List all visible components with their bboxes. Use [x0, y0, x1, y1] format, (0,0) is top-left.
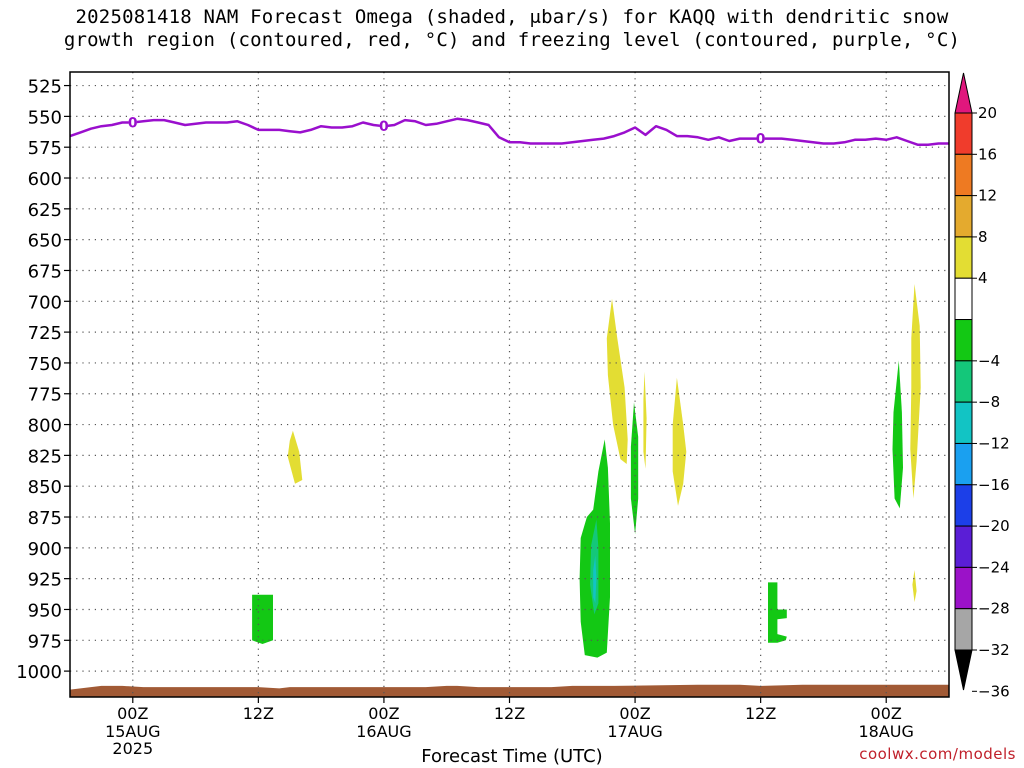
x-tick-sublabel: 18AUG — [859, 722, 914, 741]
colorbar-tick-label: −28 — [978, 600, 1010, 618]
freezing-level-label-bg — [756, 131, 765, 146]
y-tick-label: 600 — [28, 169, 62, 190]
x-tick-label: 12Z — [745, 704, 776, 723]
x-axis-label: Forecast Time (UTC) — [421, 746, 603, 767]
omega-area-6 — [252, 594, 273, 644]
colorbar-band — [954, 484, 973, 527]
x-tick-sublabel: 16AUG — [356, 722, 411, 741]
colorbar-tick-label: −4 — [978, 352, 1000, 370]
colorbar-tick-label: −20 — [978, 517, 1010, 535]
colorbar-tick-label: −8 — [978, 393, 1000, 411]
omega-area-1 — [606, 298, 628, 464]
x-tick-sublabel: 17AUG — [607, 722, 662, 741]
freezing-level-line — [69, 117, 949, 146]
terrain-layer — [70, 684, 949, 697]
terrain-ground — [70, 684, 949, 697]
y-tick-label: 700 — [28, 292, 62, 313]
colorbar-band — [954, 236, 973, 279]
freezing-level-label-bg — [379, 119, 388, 134]
colorbar-band — [954, 319, 973, 362]
y-tick-label: 650 — [28, 231, 62, 252]
y-tick-label: 900 — [28, 539, 62, 560]
omega-area-11 — [892, 360, 903, 509]
colorbar-band — [954, 277, 973, 321]
y-tick-label: 800 — [28, 416, 62, 437]
colorbar-band — [954, 566, 973, 610]
y-tick-label: 950 — [28, 600, 62, 621]
omega-area-12 — [768, 582, 787, 643]
omega-area-2 — [643, 371, 647, 469]
colorbar-tick-label: −24 — [978, 558, 1010, 576]
x-tick-label: 00Z — [368, 704, 399, 723]
y-tick-label: 775 — [28, 385, 62, 406]
y-tick-label: 925 — [28, 570, 62, 591]
colorbar-band — [954, 112, 973, 155]
colorbar-top-triangle — [954, 72, 973, 114]
colorbar-tick-label: 20 — [978, 104, 997, 122]
omega-area-9 — [593, 555, 597, 604]
colorbar-tick-label: 8 — [978, 228, 988, 246]
y-tick-label: 1000 — [16, 662, 62, 683]
y-tick-label: 750 — [28, 354, 62, 375]
colorbar-tick-label: 16 — [978, 145, 997, 163]
omega-area-10 — [630, 402, 639, 535]
omega-area-5 — [912, 570, 917, 603]
colorbar-band — [954, 360, 973, 403]
colorbar-bottom-triangle — [954, 649, 973, 691]
y-tick-label: 525 — [28, 77, 62, 98]
colorbar: 20 16 12 8 4 −4 −8 −12 −16 −20 −24 −28 −32 −36 — [954, 72, 1010, 700]
x-tick-label: 12Z — [243, 704, 274, 723]
freezing-level-label: 0 — [379, 119, 389, 135]
y-tick-label: 575 — [28, 138, 62, 159]
y-tick-label: 675 — [28, 261, 62, 282]
x-tick-label: 00Z — [619, 704, 650, 723]
omega-area-3 — [672, 377, 687, 506]
colorbar-tick-label: 4 — [978, 269, 988, 287]
freezing-level-label: 0 — [128, 116, 138, 132]
colorbar-band — [954, 195, 973, 238]
x-tick-sublabel: 2025 — [112, 739, 153, 758]
omega-shading-layer — [252, 284, 921, 658]
colorbar-band — [954, 525, 973, 568]
freezing-level-label-bg — [128, 115, 137, 130]
title-line-1: 2025081418 NAM Forecast Omega (shaded, μ… — [75, 6, 949, 28]
y-tick-label: 550 — [28, 107, 62, 128]
colorbar-band — [954, 153, 973, 197]
x-tick-label: 12Z — [494, 704, 525, 723]
credit-link[interactable]: coolwx.com/models — [859, 745, 1016, 763]
colorbar-tick-label: −12 — [978, 434, 1010, 452]
colorbar-tick-label: −16 — [978, 476, 1010, 494]
colorbar-tick-label: −32 — [978, 641, 1010, 659]
freezing-level-layer: 0 0 0 — [69, 115, 949, 148]
y-tick-label: 825 — [28, 446, 62, 467]
chart-title: 2025081418 NAM Forecast Omega (shaded, μ… — [0, 6, 1024, 52]
x-tick-label: 00Z — [117, 704, 148, 723]
grid-layer — [70, 72, 949, 697]
y-axis: 525 550 575 600 625 650 675 700 725 750 775 800 825 8… — [16, 77, 70, 683]
colorbar-tick-label: 12 — [978, 187, 997, 205]
omega-area-4 — [910, 284, 921, 499]
colorbar-band — [954, 608, 973, 651]
y-tick-label: 875 — [28, 508, 62, 529]
freezing-level-label: 0 — [756, 132, 766, 148]
x-tick-label: 00Z — [871, 704, 902, 723]
title-line-2: growth region (contoured, red, °C) and f… — [63, 29, 961, 51]
colorbar-band — [954, 401, 973, 444]
colorbar-tick-label: −36 — [978, 682, 1010, 700]
y-tick-label: 725 — [28, 323, 62, 344]
y-tick-label: 850 — [28, 477, 62, 498]
y-tick-label: 975 — [28, 631, 62, 652]
omega-area-0 — [287, 430, 303, 484]
colorbar-band — [954, 442, 973, 486]
y-tick-label: 625 — [28, 200, 62, 221]
x-tick-sublabel: 15AUG — [105, 722, 160, 741]
